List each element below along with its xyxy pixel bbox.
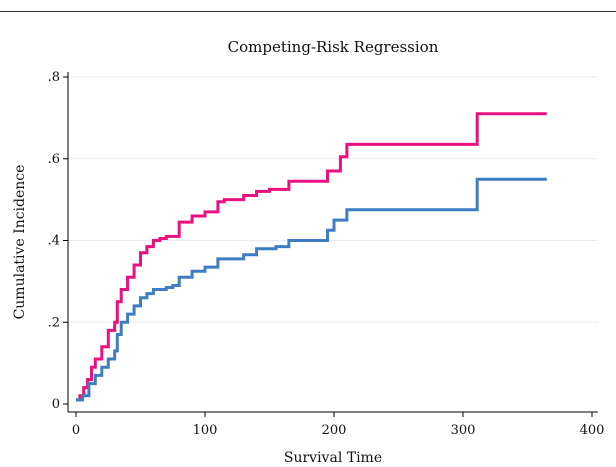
x-tick-label: 100 xyxy=(193,423,218,438)
y-tick-label: .8 xyxy=(48,70,60,85)
series-line-1 xyxy=(76,112,547,402)
axes: 0 .2 .4 .6 .8 0 100 200 300 400 xyxy=(48,70,605,438)
top-rule xyxy=(0,11,616,12)
series-layer xyxy=(76,112,547,402)
y-axis-title: Cumulative Incidence xyxy=(12,165,28,320)
x-axis-title: Survival Time xyxy=(284,450,382,466)
y-tick-label: .2 xyxy=(48,315,60,330)
x-tick-label: 400 xyxy=(580,423,605,438)
chart-title: Competing-Risk Regression xyxy=(228,38,439,56)
series-line-2 xyxy=(76,177,547,402)
x-tick-label: 300 xyxy=(451,423,476,438)
x-tick-label: 0 xyxy=(72,423,80,438)
y-tick-label: .6 xyxy=(48,152,60,167)
y-tick-label: .4 xyxy=(48,234,60,249)
x-tick-label: 200 xyxy=(322,423,347,438)
grid xyxy=(68,76,598,323)
y-tick-label: 0 xyxy=(52,397,60,412)
